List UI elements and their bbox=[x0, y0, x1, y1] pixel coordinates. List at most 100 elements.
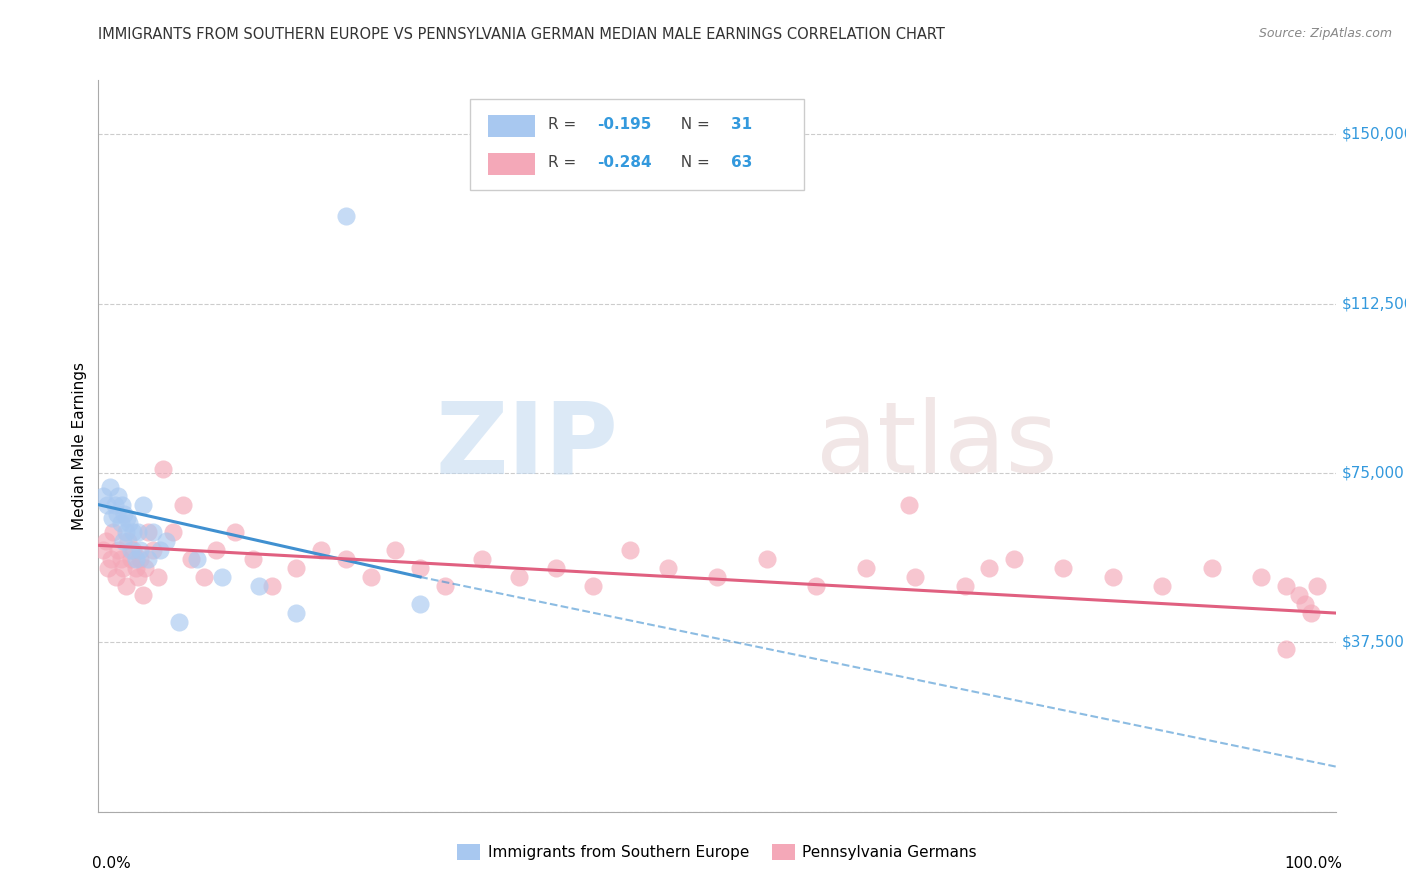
Point bbox=[409, 561, 432, 575]
Point bbox=[120, 552, 142, 566]
Text: -0.284: -0.284 bbox=[598, 154, 651, 169]
Point bbox=[335, 209, 357, 223]
Point bbox=[384, 542, 406, 557]
Point bbox=[546, 561, 568, 575]
Point bbox=[117, 533, 139, 548]
Point bbox=[897, 498, 920, 512]
Point bbox=[107, 542, 129, 557]
Point bbox=[755, 552, 778, 566]
Point bbox=[93, 542, 115, 557]
FancyBboxPatch shape bbox=[470, 99, 804, 190]
Bar bbox=[488, 115, 536, 137]
Point bbox=[132, 588, 155, 602]
Text: N =: N = bbox=[671, 154, 714, 169]
Point bbox=[93, 489, 115, 503]
Point bbox=[146, 570, 169, 584]
Point bbox=[471, 552, 494, 566]
Point bbox=[114, 579, 136, 593]
Point bbox=[96, 498, 118, 512]
Point bbox=[124, 552, 146, 566]
Text: $150,000: $150,000 bbox=[1341, 127, 1406, 142]
Text: -0.195: -0.195 bbox=[598, 117, 651, 132]
Text: 63: 63 bbox=[731, 154, 752, 169]
Point bbox=[619, 542, 641, 557]
Point bbox=[110, 552, 132, 566]
Point bbox=[1306, 579, 1329, 593]
Point bbox=[186, 552, 208, 566]
Point bbox=[706, 570, 728, 584]
Point bbox=[285, 561, 308, 575]
Point bbox=[103, 498, 125, 512]
Point bbox=[1299, 606, 1322, 620]
Text: 31: 31 bbox=[731, 117, 752, 132]
Point bbox=[309, 542, 332, 557]
Point bbox=[242, 552, 264, 566]
Text: $75,000: $75,000 bbox=[1341, 466, 1405, 481]
Text: atlas: atlas bbox=[815, 398, 1057, 494]
Text: IMMIGRANTS FROM SOUTHERN EUROPE VS PENNSYLVANIA GERMAN MEDIAN MALE EARNINGS CORR: IMMIGRANTS FROM SOUTHERN EUROPE VS PENNS… bbox=[98, 27, 945, 42]
Text: R =: R = bbox=[547, 154, 581, 169]
Point bbox=[409, 597, 432, 611]
Point bbox=[124, 561, 146, 575]
Point bbox=[104, 570, 127, 584]
Point bbox=[1152, 579, 1174, 593]
Point bbox=[118, 516, 141, 530]
Point bbox=[1052, 561, 1074, 575]
Point bbox=[1002, 552, 1025, 566]
Text: 0.0%: 0.0% bbox=[93, 855, 131, 871]
Point bbox=[94, 533, 117, 548]
Point bbox=[112, 507, 135, 521]
Point bbox=[120, 542, 142, 557]
Point bbox=[1288, 588, 1310, 602]
Point bbox=[134, 561, 156, 575]
Point bbox=[1275, 579, 1298, 593]
Point bbox=[224, 524, 246, 539]
Point bbox=[1294, 597, 1316, 611]
Point bbox=[1275, 642, 1298, 657]
Point bbox=[112, 561, 135, 575]
Point bbox=[105, 507, 128, 521]
Point bbox=[1102, 570, 1125, 584]
Point bbox=[132, 498, 155, 512]
Point bbox=[122, 542, 145, 557]
Point bbox=[657, 561, 679, 575]
Point bbox=[1201, 561, 1223, 575]
Point bbox=[508, 570, 530, 584]
Point bbox=[101, 511, 124, 525]
Text: R =: R = bbox=[547, 117, 581, 132]
Point bbox=[114, 524, 136, 539]
Point bbox=[260, 579, 283, 593]
Legend: Immigrants from Southern Europe, Pennsylvania Germans: Immigrants from Southern Europe, Pennsyl… bbox=[451, 838, 983, 866]
Point bbox=[122, 524, 145, 539]
Point bbox=[193, 570, 215, 584]
Point bbox=[180, 552, 202, 566]
Point bbox=[979, 561, 1001, 575]
Point bbox=[855, 561, 877, 575]
Point bbox=[142, 542, 165, 557]
Point bbox=[360, 570, 382, 584]
Text: 100.0%: 100.0% bbox=[1284, 855, 1341, 871]
Point bbox=[335, 552, 357, 566]
Point bbox=[155, 533, 177, 548]
Point bbox=[129, 552, 152, 566]
Point bbox=[110, 516, 132, 530]
Point bbox=[1250, 570, 1272, 584]
Point bbox=[97, 561, 120, 575]
Point bbox=[211, 570, 233, 584]
Point bbox=[904, 570, 927, 584]
Point bbox=[127, 570, 149, 584]
Point bbox=[582, 579, 605, 593]
Point bbox=[98, 480, 121, 494]
Point bbox=[285, 606, 308, 620]
Point bbox=[172, 498, 194, 512]
Point bbox=[162, 524, 184, 539]
Point bbox=[129, 542, 152, 557]
Point bbox=[112, 533, 135, 548]
Point bbox=[136, 524, 159, 539]
Point bbox=[136, 552, 159, 566]
Text: $112,500: $112,500 bbox=[1341, 296, 1406, 311]
Bar bbox=[488, 153, 536, 176]
Point bbox=[433, 579, 456, 593]
Point bbox=[107, 489, 129, 503]
Point bbox=[953, 579, 976, 593]
